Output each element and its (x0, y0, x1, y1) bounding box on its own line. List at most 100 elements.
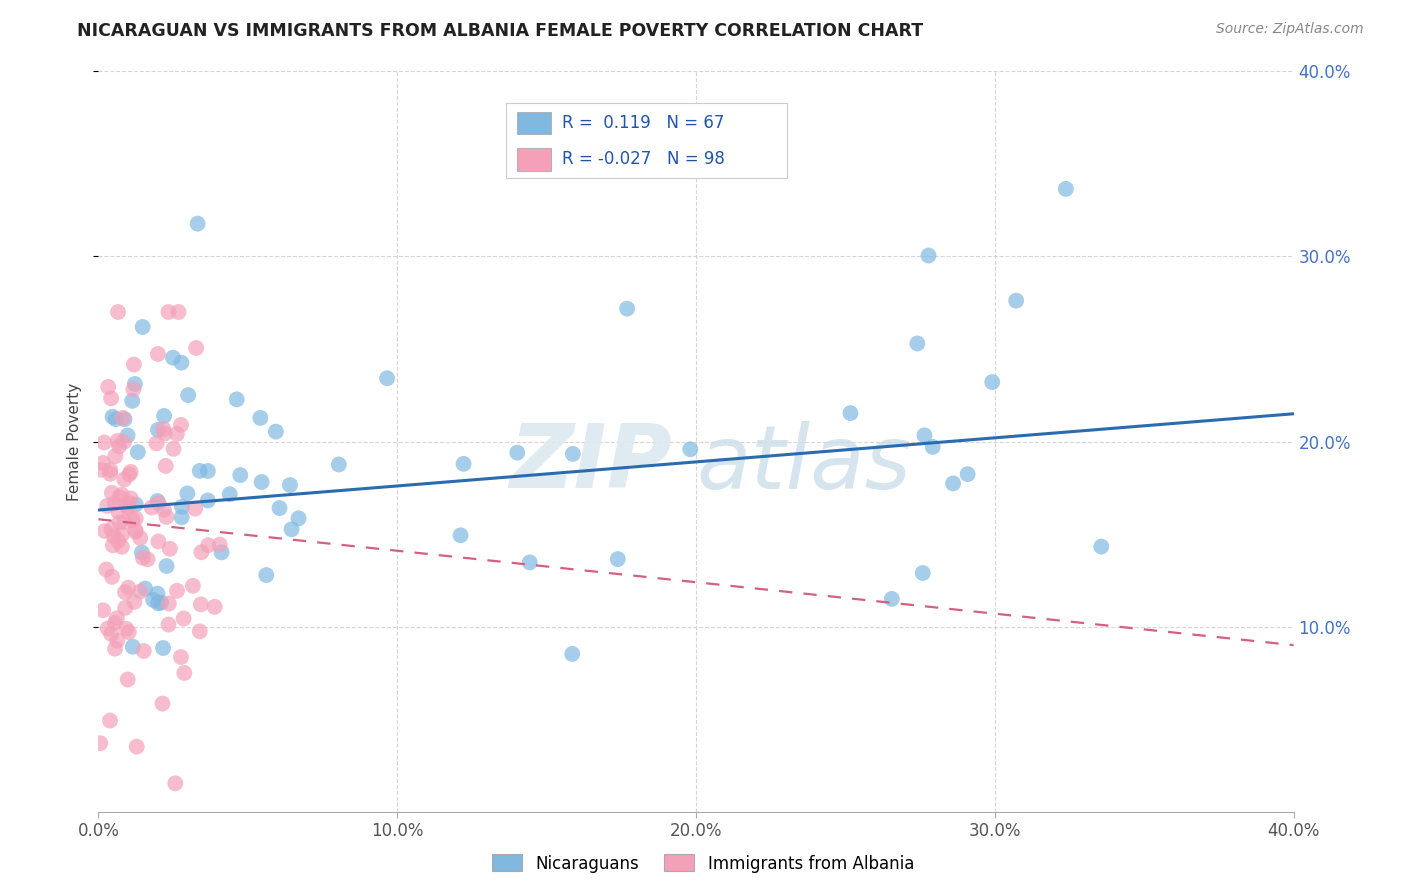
Text: Source: ZipAtlas.com: Source: ZipAtlas.com (1216, 22, 1364, 37)
Point (104, 641, 127, 656)
Point (225, 392, 247, 407)
Point (152, 697, 174, 711)
Point (229, 468, 252, 483)
Point (616, 301, 638, 316)
Point (100, 392, 122, 406)
Point (91, 456, 114, 470)
Point (131, 545, 153, 559)
Point (111, 488, 134, 502)
Point (880, 591, 903, 606)
Point (146, 347, 169, 361)
Point (114, 585, 136, 599)
Point (129, 531, 152, 545)
Point (96, 562, 118, 576)
Point (190, 545, 212, 559)
Point (519, 556, 541, 570)
Point (117, 428, 139, 442)
Point (152, 422, 174, 436)
Point (153, 409, 176, 423)
Point (111, 410, 134, 425)
Point (155, 458, 177, 473)
Point (190, 598, 212, 612)
Point (124, 595, 146, 609)
Point (250, 475, 273, 489)
Point (89, 736, 111, 750)
Point (104, 615, 127, 630)
Point (254, 568, 277, 582)
Text: R =  0.119   N = 67: R = 0.119 N = 67 (562, 114, 724, 132)
Point (97, 622, 120, 636)
Point (208, 538, 231, 552)
Point (129, 584, 152, 599)
Point (249, 410, 271, 425)
Point (162, 351, 184, 365)
Point (170, 500, 193, 514)
Point (127, 445, 149, 459)
Point (141, 500, 163, 515)
Point (101, 409, 124, 424)
Point (211, 545, 233, 559)
Point (114, 515, 136, 529)
FancyBboxPatch shape (517, 112, 551, 135)
Point (148, 496, 170, 510)
Text: NICARAGUAN VS IMMIGRANTS FROM ALBANIA FEMALE POVERTY CORRELATION CHART: NICARAGUAN VS IMMIGRANTS FROM ALBANIA FE… (77, 22, 924, 40)
Point (176, 486, 198, 500)
Point (506, 445, 529, 459)
Point (561, 647, 583, 661)
Point (166, 426, 188, 441)
Y-axis label: Female Poverty: Female Poverty (67, 383, 83, 500)
Point (146, 423, 169, 437)
Point (125, 498, 148, 512)
Point (181, 579, 204, 593)
Point (132, 644, 155, 658)
Point (956, 467, 979, 482)
Point (90, 463, 112, 477)
Point (146, 596, 169, 610)
Point (122, 382, 145, 396)
Point (131, 320, 153, 334)
Point (107, 505, 129, 519)
Point (153, 426, 176, 441)
Text: atlas: atlas (696, 421, 911, 507)
Legend: Nicaraguans, Immigrants from Albania: Nicaraguans, Immigrants from Albania (485, 847, 921, 880)
Point (197, 464, 219, 478)
Point (112, 473, 135, 487)
Point (117, 500, 139, 515)
Point (264, 425, 287, 439)
Point (100, 522, 122, 536)
Point (91, 603, 114, 617)
Point (911, 566, 934, 580)
Point (111, 527, 134, 541)
Point (905, 336, 928, 351)
Point (157, 617, 180, 632)
Point (103, 529, 125, 543)
Point (188, 464, 211, 478)
Point (121, 393, 143, 408)
Point (120, 491, 142, 506)
Point (188, 624, 211, 639)
Point (124, 523, 146, 537)
Point (1054, 182, 1077, 196)
Point (170, 510, 193, 524)
Point (104, 449, 127, 463)
Point (280, 522, 302, 536)
Point (122, 358, 145, 372)
Point (134, 582, 156, 596)
Point (159, 541, 181, 556)
Point (114, 600, 136, 615)
Point (120, 465, 142, 479)
Point (152, 640, 174, 655)
Point (118, 496, 141, 510)
Point (177, 388, 200, 402)
Point (104, 412, 127, 426)
Point (118, 467, 141, 482)
Point (204, 599, 226, 614)
Point (100, 463, 122, 477)
Point (107, 533, 129, 548)
Point (167, 305, 190, 319)
Point (917, 248, 939, 262)
Point (981, 375, 1004, 389)
Point (187, 217, 209, 231)
Point (124, 376, 146, 391)
Point (108, 515, 131, 529)
